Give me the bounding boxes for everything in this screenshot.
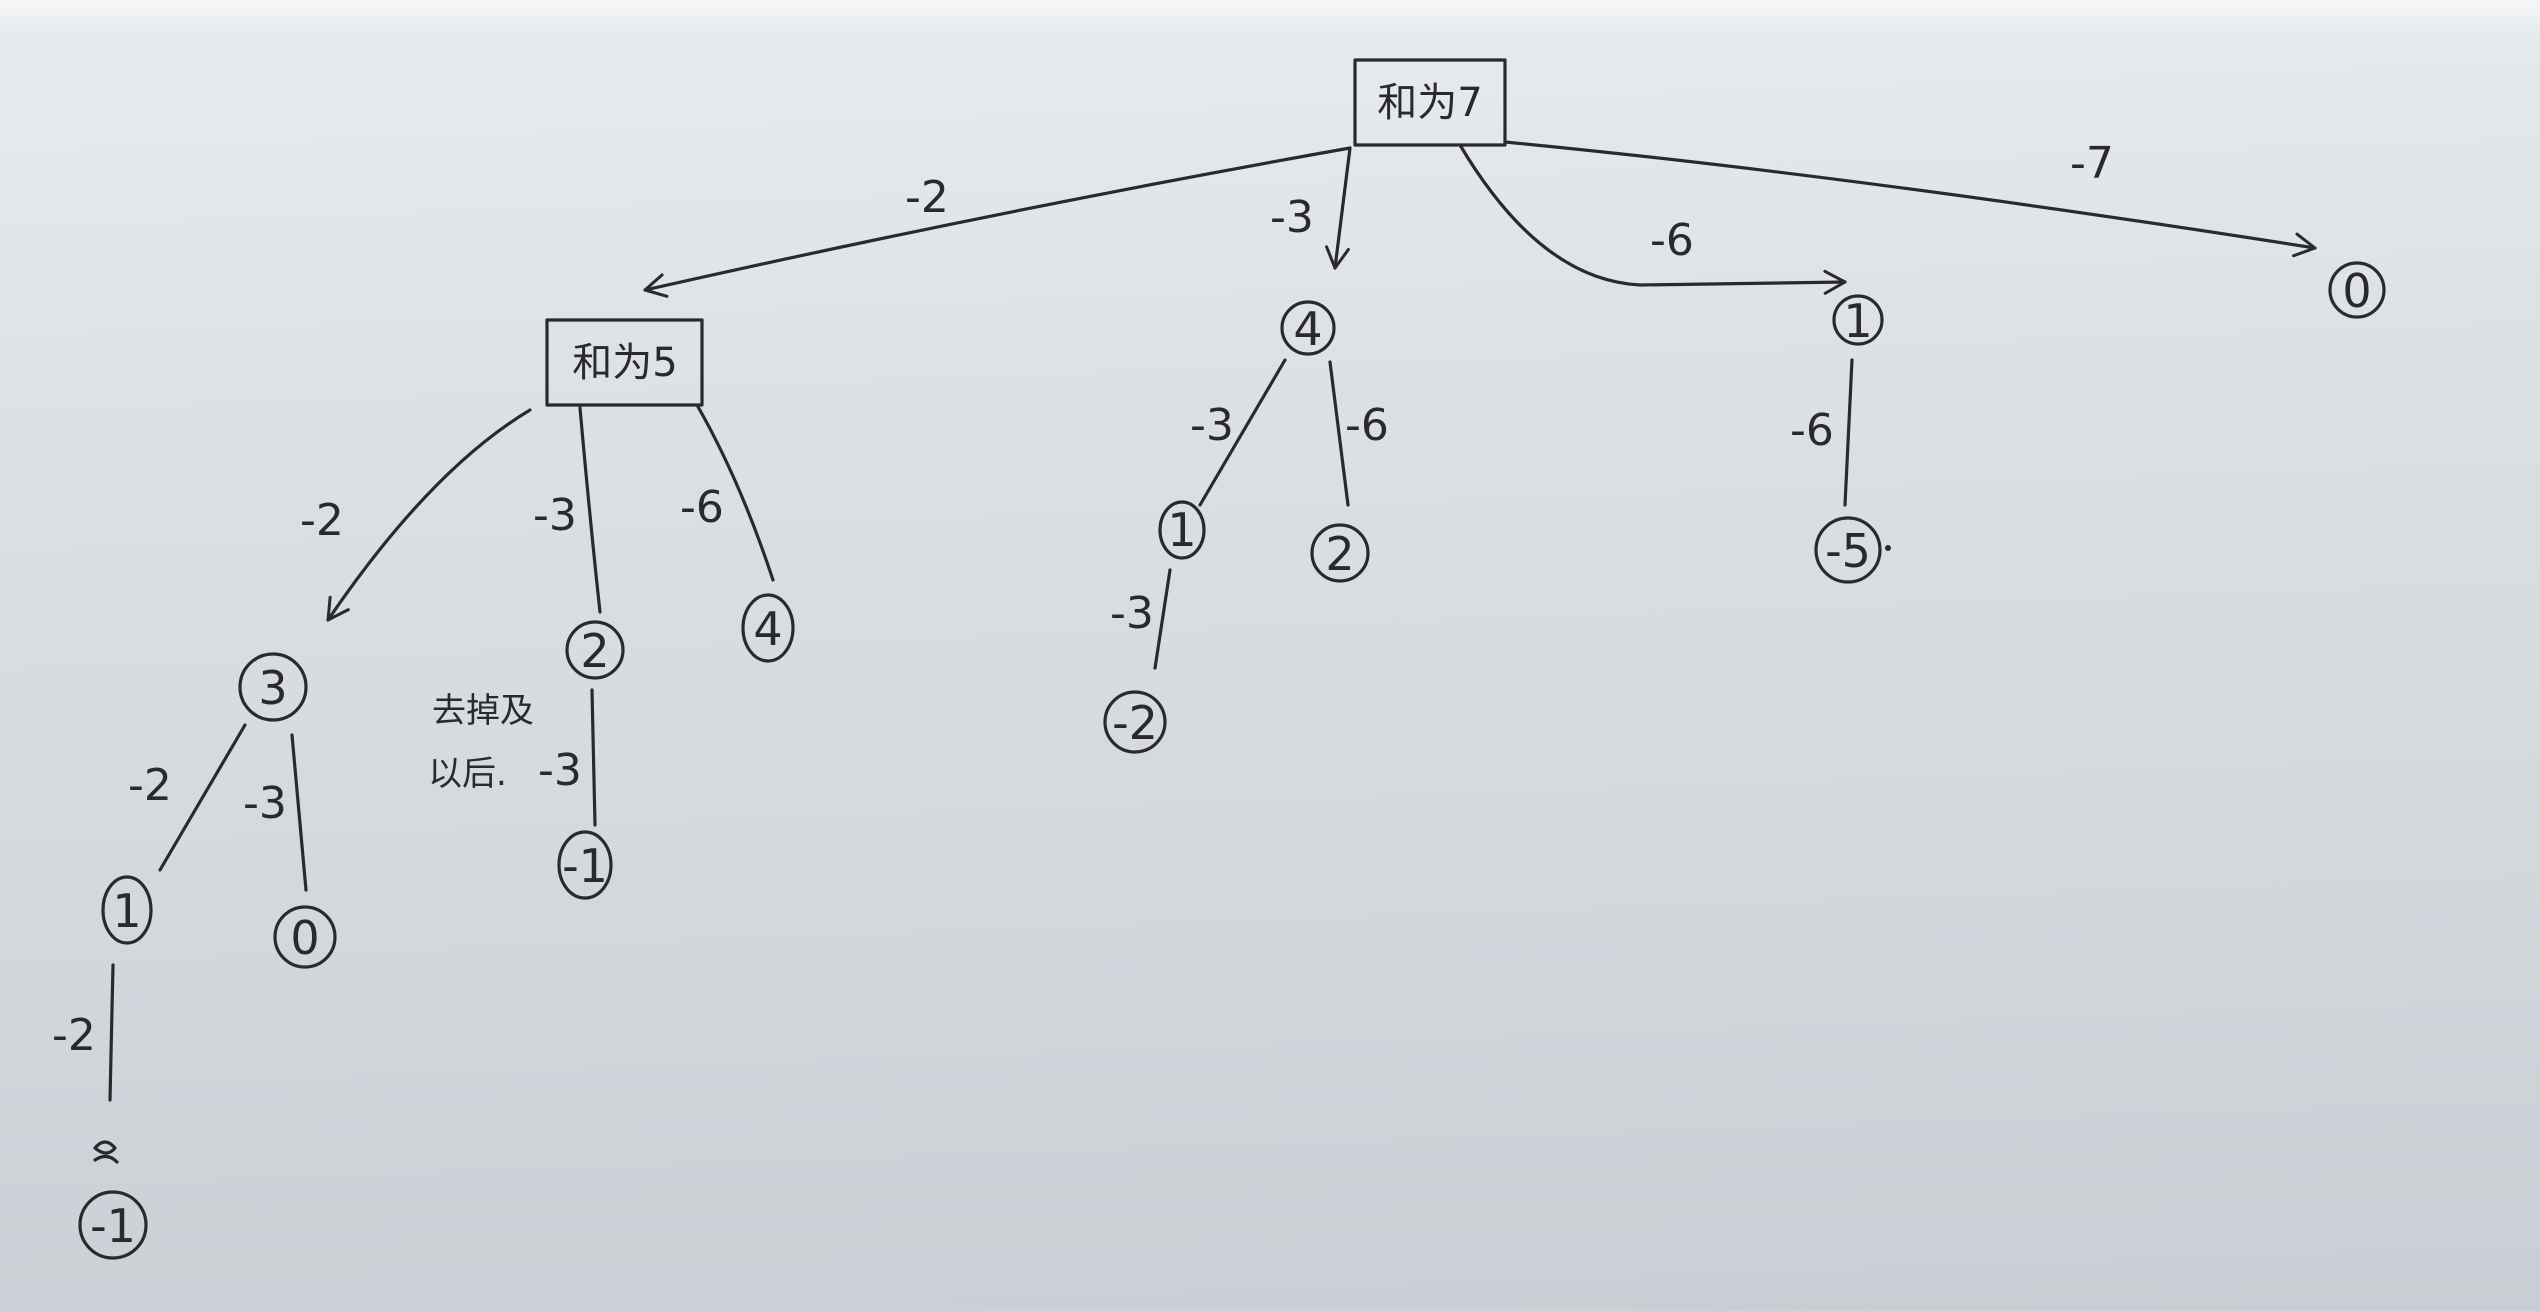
node-3 — [238, 652, 308, 722]
root-label: 和为7 — [1377, 80, 1482, 126]
dot-mark — [1885, 545, 1891, 551]
node-2-mid-label: 2 — [580, 624, 609, 678]
edge-label-n1r-nm2: -3 — [1110, 588, 1154, 639]
edge-n2-nm1 — [590, 688, 597, 827]
scribble-mark — [93, 1140, 119, 1164]
node-1-center-label: 1 — [1167, 503, 1196, 557]
node-minus5-right-label: -5 — [1825, 524, 1871, 578]
node-1-center — [1158, 500, 1206, 560]
edge-label-n4-n1: -3 — [1190, 400, 1234, 451]
node-1-left-label: 1 — [112, 884, 141, 938]
paper-top-edge — [0, 0, 2540, 40]
edge-label-n1-nm1: -2 — [52, 1010, 96, 1061]
node-2-mid — [565, 620, 625, 680]
edge-sub-n2 — [578, 406, 602, 614]
sub-root-box — [545, 318, 704, 407]
edge-n1r-nm2 — [1153, 568, 1172, 670]
edge-label-sub-n2: -3 — [533, 490, 577, 541]
node-0-left — [273, 905, 337, 969]
node-2-center — [1310, 523, 1370, 583]
edge-root-n1 — [1458, 143, 1847, 295]
node-3-label: 3 — [258, 661, 287, 715]
node-4-label: 4 — [1293, 302, 1322, 356]
edge-n4-n1 — [1198, 358, 1287, 507]
node-minus1-mid-label: -1 — [562, 839, 608, 893]
node-4-b-label: 4 — [753, 602, 782, 656]
edge-label-n4-n2: -6 — [1345, 400, 1389, 451]
edge-label-root-sub: -2 — [905, 172, 949, 223]
sub-root-label: 和为5 — [572, 340, 677, 386]
edge-label-n1far-nm5: -6 — [1790, 405, 1834, 456]
node-1-right — [1832, 294, 1884, 346]
edge-label-root-n1: -6 — [1650, 215, 1694, 266]
edge-label-sub-n3: -2 — [300, 495, 344, 546]
node-minus1-left — [78, 1190, 148, 1260]
note-line-2: 以后. — [428, 754, 507, 794]
root-box — [1353, 58, 1507, 147]
node-minus1-mid — [557, 830, 613, 900]
node-0-left-label: 0 — [290, 911, 319, 965]
edge-label-sub-n4b: -6 — [680, 482, 724, 533]
edge-n1-nm1 — [108, 963, 115, 1102]
node-4 — [1280, 300, 1336, 356]
node-minus1-left-label: -1 — [90, 1199, 136, 1253]
node-4-b — [741, 593, 795, 663]
node-0-far-label: 0 — [2342, 264, 2371, 318]
edge-label-n3-n0: -3 — [243, 778, 287, 829]
note-line-1: 去掉及 — [432, 691, 534, 731]
node-2-center-label: 2 — [1325, 527, 1354, 581]
node-minus2-center-label: -2 — [1112, 696, 1158, 750]
edge-n1far-nm5 — [1843, 358, 1854, 507]
edge-root-n0 — [1503, 140, 2317, 258]
edge-sub-n3 — [326, 408, 532, 622]
node-1-left — [101, 875, 153, 945]
node-1-right-label: 1 — [1843, 294, 1872, 348]
edge-label-n2-nm1: -3 — [538, 745, 582, 796]
edge-sub-n4b — [695, 403, 775, 582]
edge-n3-n0 — [290, 733, 308, 892]
edge-n4-n2 — [1328, 360, 1350, 507]
edge-root-sub — [643, 146, 1352, 298]
edge-n3-n1 — [158, 723, 247, 872]
node-0-far — [2328, 261, 2386, 319]
edge-label-root-n4: -3 — [1270, 192, 1314, 243]
node-minus2-center — [1103, 690, 1167, 754]
node-minus5-right — [1814, 516, 1882, 584]
edge-root-n4 — [1325, 146, 1352, 270]
edge-label-n3-n1: -2 — [128, 760, 172, 811]
edge-label-root-n0: -7 — [2070, 138, 2114, 189]
